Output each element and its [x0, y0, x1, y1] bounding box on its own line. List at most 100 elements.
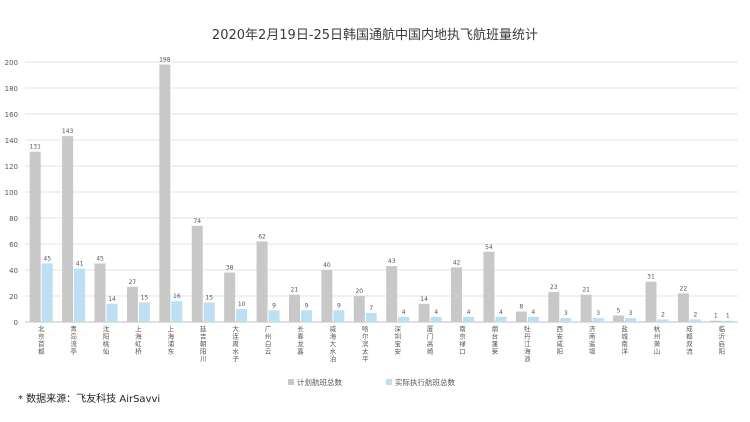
y-tick-label: 20 — [9, 293, 18, 301]
bar-actual — [527, 316, 539, 322]
data-label: 15 — [205, 295, 213, 302]
data-label: 9 — [337, 302, 341, 309]
x-tick-label: 上海虹桥 — [135, 324, 142, 356]
bar-actual — [171, 301, 183, 322]
y-tick-label: 40 — [9, 267, 18, 275]
data-label: 4 — [434, 309, 438, 316]
bar-planned — [580, 294, 592, 322]
bar-actual — [203, 302, 215, 322]
bar-planned — [418, 303, 430, 322]
y-tick-label: 160 — [5, 111, 18, 119]
data-label: 10 — [238, 301, 246, 308]
x-tick-label: 烟台蓬莱 — [492, 324, 499, 356]
bar-planned — [191, 225, 203, 322]
legend-swatch — [386, 379, 392, 385]
x-tick-label: 深圳宝安 — [394, 324, 401, 356]
x-tick-label: 杭州萧山 — [654, 324, 661, 356]
x-tick-label: 延吉朝阳川 — [200, 324, 207, 363]
x-tick-label: 威海大水泊 — [330, 324, 337, 363]
chart-title: 2020年2月19日-25日韩国通航中国内地执飞航班量统计 — [211, 28, 539, 43]
data-label: 45 — [96, 256, 104, 263]
legend-swatch — [288, 379, 294, 385]
bar-actual — [689, 319, 701, 322]
bar-actual — [300, 310, 312, 322]
data-label: 4 — [467, 309, 471, 316]
data-label: 7 — [369, 305, 373, 312]
data-label: 2 — [693, 311, 697, 318]
bar-actual — [560, 318, 572, 322]
data-label: 9 — [305, 302, 309, 309]
bar-planned — [288, 294, 300, 322]
data-label: 3 — [564, 310, 568, 317]
bar-planned — [94, 263, 106, 322]
data-label: 2 — [661, 311, 665, 318]
data-label: 41 — [76, 261, 84, 268]
x-tick-label: 广州白云 — [265, 324, 272, 356]
bar-planned — [62, 136, 74, 322]
data-label: 14 — [420, 296, 428, 303]
data-label: 45 — [43, 256, 51, 263]
data-label: 1 — [726, 313, 730, 320]
bar-planned — [353, 296, 365, 322]
bar-planned — [483, 251, 495, 322]
x-tick-label: 沈阳桃仙 — [103, 324, 110, 356]
data-label: 16 — [173, 293, 181, 300]
bar-planned — [710, 320, 722, 322]
bar-planned — [451, 267, 463, 322]
data-label: 198 — [159, 57, 171, 64]
bar-planned — [386, 266, 398, 322]
legend-label: 计划航班总数 — [297, 377, 342, 387]
data-label: 21 — [291, 287, 299, 294]
y-tick-label: 80 — [9, 215, 18, 223]
bar-actual — [41, 263, 53, 322]
bar-actual — [268, 310, 280, 322]
x-tick-label: 成都双流 — [686, 324, 693, 356]
bar-planned — [159, 64, 171, 322]
bar-actual — [74, 268, 86, 322]
bar-actual — [333, 310, 345, 322]
data-label: 8 — [519, 304, 523, 311]
x-tick-label: 牡丹江海浪 — [524, 324, 531, 363]
data-label: 14 — [108, 296, 116, 303]
bar-planned — [613, 315, 625, 322]
legend-label: 实际执行航班总数 — [395, 377, 455, 387]
data-label: 74 — [193, 218, 201, 225]
data-label: 1 — [714, 313, 718, 320]
data-label: 22 — [680, 285, 688, 292]
bar-actual — [138, 302, 150, 322]
y-tick-label: 100 — [5, 189, 18, 197]
y-tick-label: 120 — [5, 163, 18, 171]
bar-planned — [29, 151, 41, 322]
y-tick-label: 0 — [14, 319, 18, 327]
x-tick-label: 西安咸阳 — [557, 325, 564, 356]
bar-actual — [106, 303, 118, 322]
data-label: 31 — [647, 274, 655, 281]
data-label: 21 — [582, 287, 590, 294]
bar-actual — [398, 316, 410, 322]
bar-actual — [365, 312, 377, 322]
data-label: 9 — [272, 302, 276, 309]
data-label: 42 — [453, 259, 461, 266]
x-tick-label: 长春龙嘉 — [297, 324, 304, 356]
bar-planned — [548, 292, 560, 322]
x-tick-label: 厦门高崎 — [427, 325, 434, 356]
x-tick-label: 哈尔滨太平 — [362, 324, 369, 363]
data-label: 3 — [629, 310, 633, 317]
bar-planned — [321, 270, 333, 322]
bar-actual — [722, 320, 734, 322]
y-tick-label: 180 — [5, 85, 18, 93]
data-label: 20 — [355, 288, 363, 295]
data-label: 27 — [129, 279, 137, 286]
bar-actual — [430, 316, 442, 322]
bar-planned — [126, 286, 138, 322]
data-label: 62 — [258, 233, 266, 240]
bar-actual — [495, 316, 507, 322]
bar-actual — [592, 318, 604, 322]
x-tick-label: 盐城南洋 — [621, 324, 628, 356]
data-label: 40 — [323, 262, 331, 269]
bar-planned — [224, 272, 236, 322]
x-tick-label: 青岛流亭 — [70, 324, 77, 356]
data-label: 4 — [499, 309, 503, 316]
